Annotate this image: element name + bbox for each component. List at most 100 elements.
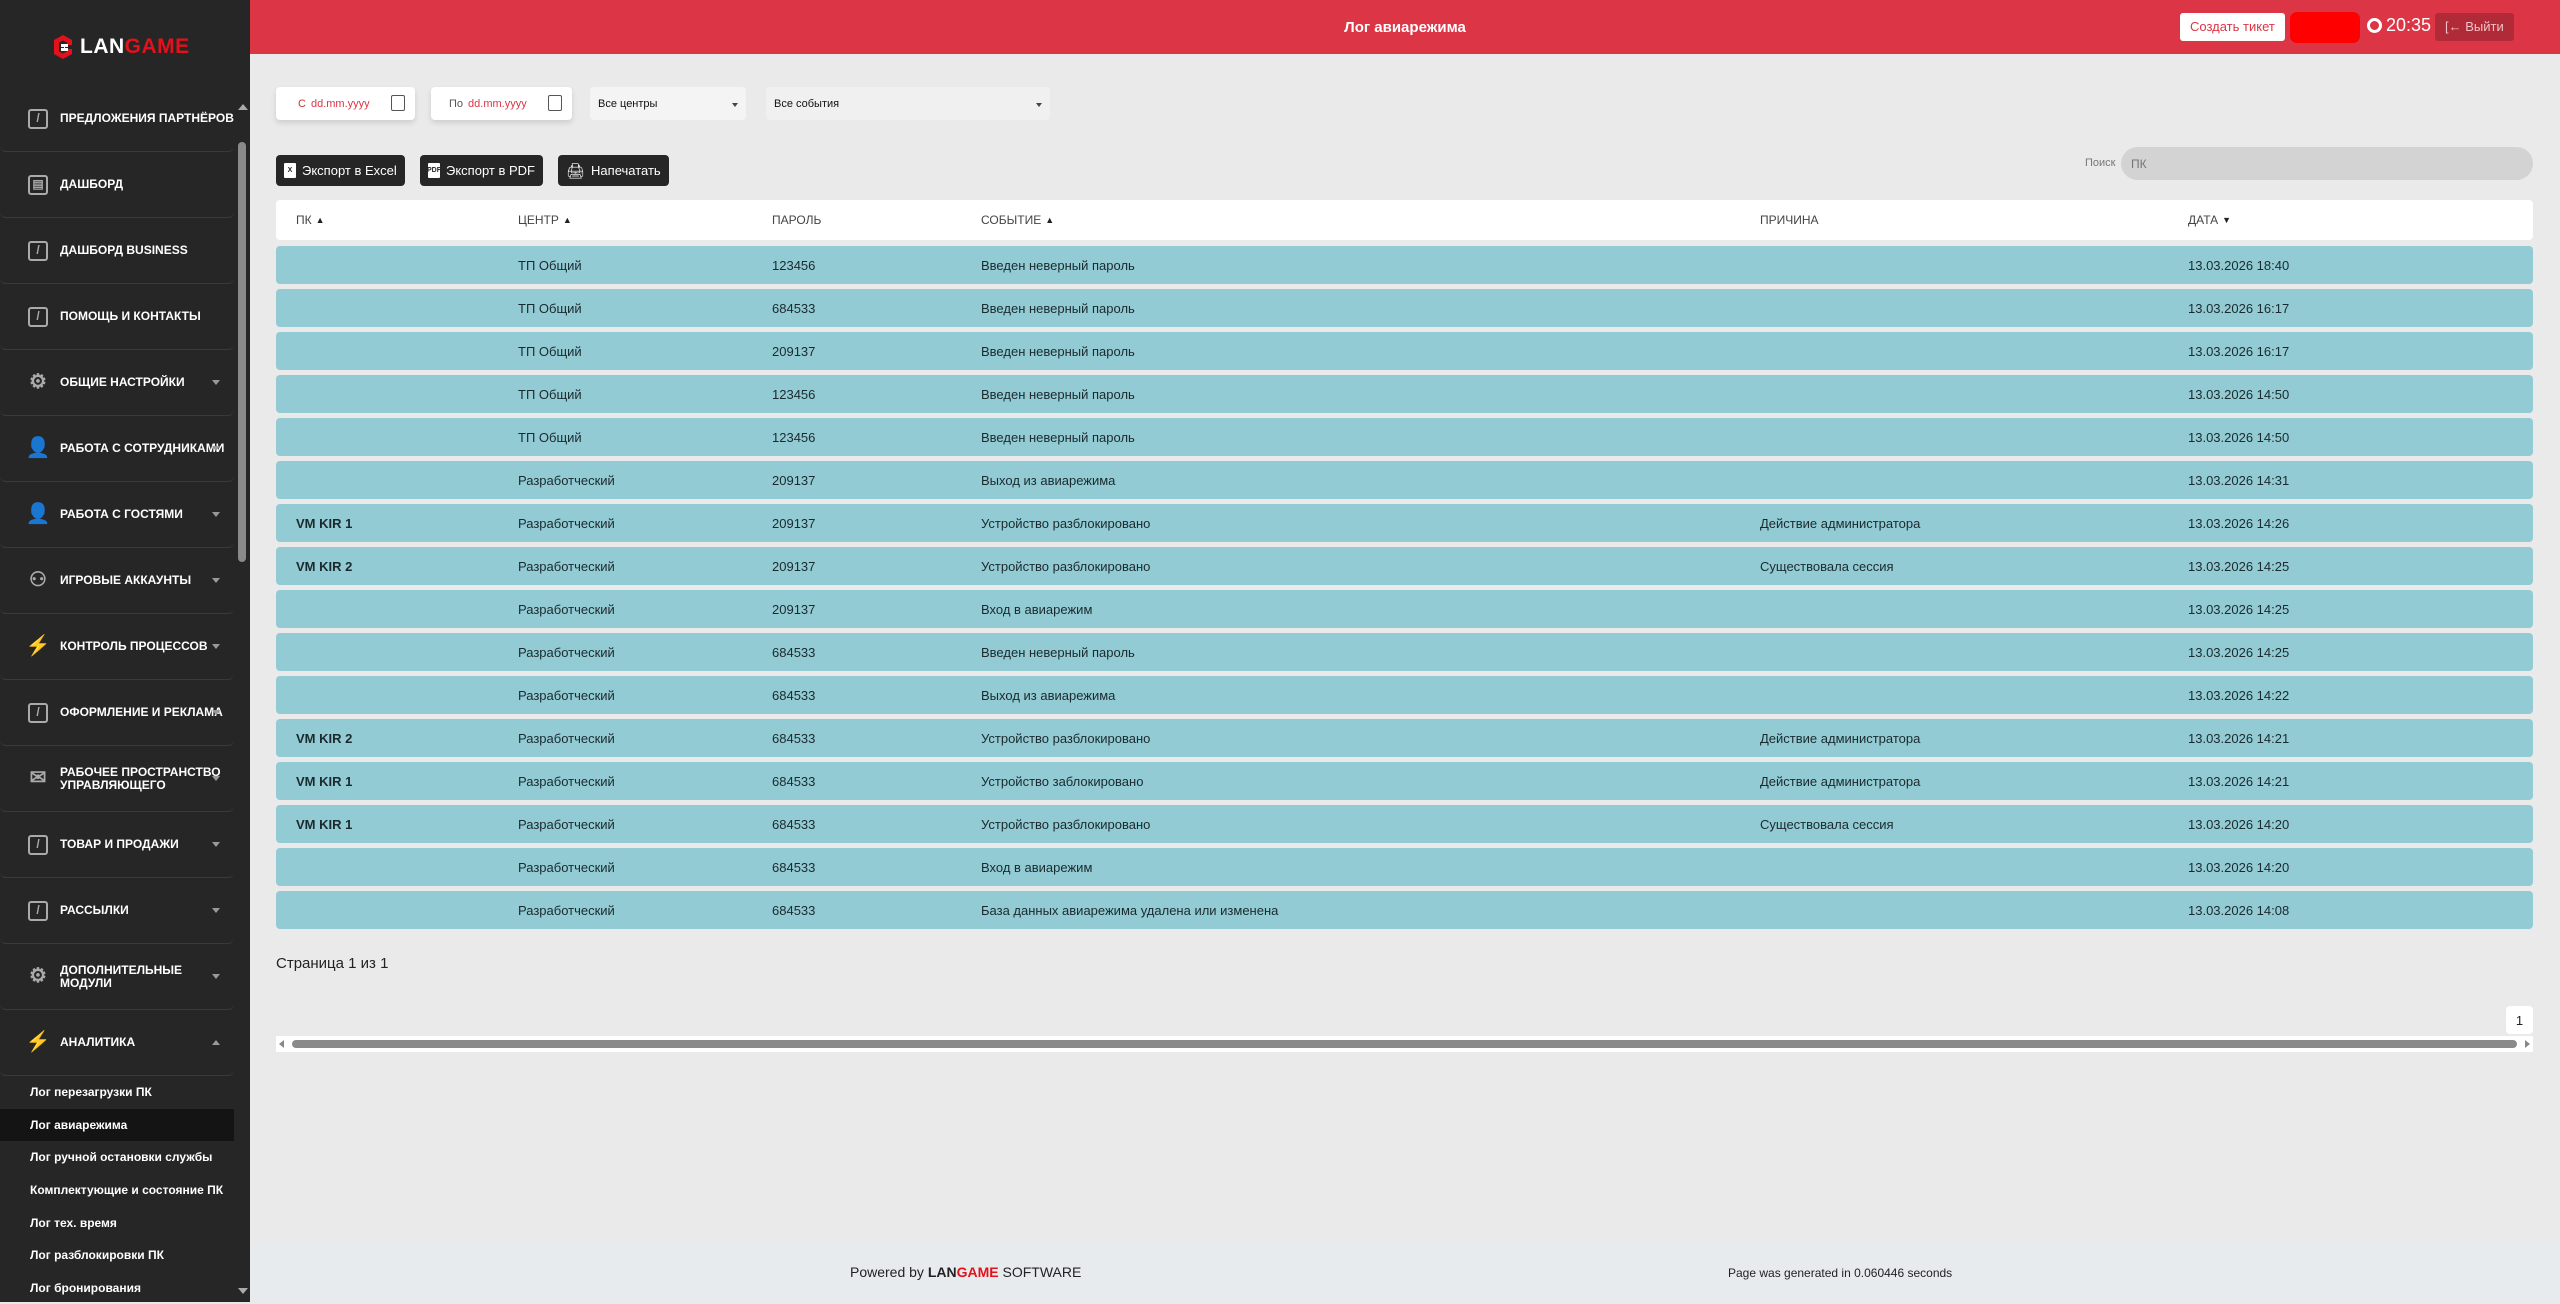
column-header-date[interactable]: ДАТА ▼ xyxy=(2188,200,2231,240)
sidebar-item-label: Дашборд xyxy=(60,177,124,191)
export-excel-label: Экспорт в Excel xyxy=(302,163,397,178)
cell-event: Устройство разблокировано xyxy=(981,558,1151,574)
cell-pc: VM KIR 2 xyxy=(296,558,353,574)
sidebar-item[interactable]: ⚡ Контроль процессов xyxy=(0,614,234,680)
cell-password: 684533 xyxy=(772,644,816,660)
event-select[interactable]: Все события xyxy=(766,87,1050,120)
submenu-item[interactable]: Лог перезагрузки ПК xyxy=(30,1085,152,1100)
date-to-input[interactable]: По dd.mm.yyyy xyxy=(431,87,572,120)
sidebar-item[interactable]: 👤 Работа с сотрудниками xyxy=(0,416,234,482)
scrollbar-thumb[interactable] xyxy=(292,1040,2517,1048)
table-row[interactable]: ТП Общий 123456 Введен неверный пароль 13.0… xyxy=(276,246,2533,284)
table-row[interactable]: VM KIR 2 Разработческий 209137 Устройство р… xyxy=(276,547,2533,585)
table-row[interactable]: VM KIR 1 Разработческий 209137 Устройство р… xyxy=(276,504,2533,542)
scroll-up-arrow-icon[interactable] xyxy=(238,104,248,110)
date-to-label: По xyxy=(449,97,464,110)
scroll-down-arrow-icon[interactable] xyxy=(238,1288,248,1294)
redacted-user-badge[interactable] xyxy=(2290,12,2360,43)
cell-password: 209137 xyxy=(772,515,816,531)
sidebar-item[interactable]: ⚡ Аналитика xyxy=(0,1010,234,1076)
table-row[interactable]: ТП Общий 684533 Введен неверный пароль 13.0… xyxy=(276,289,2533,327)
inbox-icon: ✉ xyxy=(29,767,47,789)
cell-event: Введен неверный пароль xyxy=(981,429,1135,445)
cell-center: Разработческий xyxy=(518,730,615,746)
sort-icon[interactable]: ▲ xyxy=(562,215,572,225)
cell-center: ТП Общий xyxy=(518,300,582,316)
table-row[interactable]: ТП Общий 209137 Введен неверный пароль 13.0… xyxy=(276,332,2533,370)
sidebar-item[interactable]: ✉ Рабочее пространство управляющего xyxy=(0,746,234,812)
submenu-item[interactable]: Лог тех. время xyxy=(30,1215,117,1230)
cell-event: Введен неверный пароль xyxy=(981,257,1135,273)
table-row[interactable]: VM KIR 1 Разработческий 684533 Устройство з… xyxy=(276,762,2533,800)
cell-event: Выход из авиарежима xyxy=(981,472,1116,488)
sidebar-item-label: Аналитика xyxy=(60,1035,136,1049)
table-row[interactable]: VM KIR 2 Разработческий 684533 Устройство р… xyxy=(276,719,2533,757)
column-header-reason: ПРИЧИНА xyxy=(1760,200,1819,240)
create-ticket-button[interactable]: Создать тикет xyxy=(2180,13,2285,41)
sidebar-item[interactable]: / Оформление и реклама xyxy=(0,680,234,746)
chevron-down-icon xyxy=(732,103,738,107)
column-header-center[interactable]: ЦЕНТР ▲ xyxy=(518,200,572,240)
submenu-item[interactable]: Лог разблокировки ПК xyxy=(30,1248,164,1263)
logo[interactable]: LAN GAME xyxy=(52,34,190,60)
cell-password: 209137 xyxy=(772,601,816,617)
sidebar-scrollbar[interactable] xyxy=(236,96,248,1302)
export-excel-button[interactable]: X Экспорт в Excel xyxy=(276,155,405,186)
chevron-down-icon xyxy=(212,908,220,913)
table-row[interactable]: Разработческий 209137 Выход из авиарежима 1… xyxy=(276,461,2533,499)
sidebar-item[interactable]: ⚇ Игровые аккаунты xyxy=(0,548,234,614)
horizontal-scrollbar[interactable] xyxy=(276,1036,2533,1052)
sidebar-item[interactable]: / Предложения партнёров xyxy=(0,86,234,152)
cell-reason: Действие администратора xyxy=(1760,773,1921,789)
print-label: Напечатать xyxy=(591,163,661,178)
table-row[interactable]: VM KIR 1 Разработческий 684533 Устройство р… xyxy=(276,805,2533,843)
table-row[interactable]: Разработческий 209137 Вход в авиарежим 13.0… xyxy=(276,590,2533,628)
table-row[interactable]: Разработческий 684533 Введен неверный паро… xyxy=(276,633,2533,671)
sort-icon[interactable]: ▲ xyxy=(1045,215,1055,225)
submenu-item[interactable]: Комплектующие и состояние ПК xyxy=(30,1183,224,1198)
scroll-left-arrow-icon[interactable] xyxy=(279,1040,284,1048)
cell-event: Введен неверный пароль xyxy=(981,386,1135,402)
table-row[interactable]: ТП Общий 123456 Введен неверный пароль 13.0… xyxy=(276,375,2533,413)
cell-event: Введен неверный пароль xyxy=(981,644,1135,660)
sidebar-menu: / Предложения партнёров ▤ Дашборд / Дашборд B… xyxy=(0,86,234,1076)
page-button-1[interactable]: 1 xyxy=(2506,1006,2533,1034)
center-select[interactable]: Все центры xyxy=(590,87,746,120)
scroll-right-arrow-icon[interactable] xyxy=(2525,1040,2530,1048)
sidebar-item[interactable]: / Дашборд Business xyxy=(0,218,234,284)
print-button[interactable]: 🖨 Напечатать xyxy=(558,155,669,186)
cell-password: 684533 xyxy=(772,300,816,316)
table-row[interactable]: Разработческий 684533 Выход из авиарежима 1… xyxy=(276,676,2533,714)
cell-center: Разработческий xyxy=(518,558,615,574)
calendar-icon[interactable] xyxy=(548,95,562,111)
sidebar-item[interactable]: / Товар и продажи xyxy=(0,812,234,878)
submenu-item[interactable]: Лог ручной остановки службы xyxy=(30,1150,213,1165)
table-row[interactable]: Разработческий 684533 Вход в авиарежим 13.0… xyxy=(276,848,2533,886)
logout-button[interactable]: [← Выйти xyxy=(2435,13,2514,41)
logo-text: LAN xyxy=(80,35,125,58)
submenu-item[interactable]: Лог бронирования xyxy=(30,1280,141,1295)
sidebar-item[interactable]: ▤ Дашборд xyxy=(0,152,234,218)
sort-desc-icon[interactable]: ▼ xyxy=(2222,215,2232,225)
sort-icon[interactable]: ▲ xyxy=(315,215,325,225)
column-header-event[interactable]: СОБЫТИЕ ▲ xyxy=(981,200,1054,240)
chevron-down-icon xyxy=(212,644,220,649)
column-header-pc[interactable]: ПК ▲ xyxy=(296,200,325,240)
date-from-placeholder: dd.mm.yyyy xyxy=(310,97,370,110)
scrollbar-thumb[interactable] xyxy=(238,142,246,562)
search-input[interactable] xyxy=(2121,147,2533,180)
submenu-item[interactable]: Лог авиарежима xyxy=(0,1108,234,1142)
table-row[interactable]: Разработческий 684533 База данных авиарежи… xyxy=(276,891,2533,929)
sidebar-item[interactable]: ⚙ Общие настройки xyxy=(0,350,234,416)
sidebar-item[interactable]: ⚙ Дополнительные модули xyxy=(0,944,234,1010)
clock-time: 20:35 xyxy=(2386,15,2432,35)
calendar-icon[interactable] xyxy=(391,95,405,111)
cell-center: Разработческий xyxy=(518,902,615,918)
export-pdf-button[interactable]: PDF Экспорт в PDF xyxy=(420,155,543,186)
cell-date: 13.03.2026 18:40 xyxy=(2188,257,2290,273)
sidebar-item[interactable]: 👤 Работа с гостями xyxy=(0,482,234,548)
table-row[interactable]: ТП Общий 123456 Введен неверный пароль 13.0… xyxy=(276,418,2533,456)
sidebar-item[interactable]: / Помощь и контакты xyxy=(0,284,234,350)
sidebar-item[interactable]: / Рассылки xyxy=(0,878,234,944)
